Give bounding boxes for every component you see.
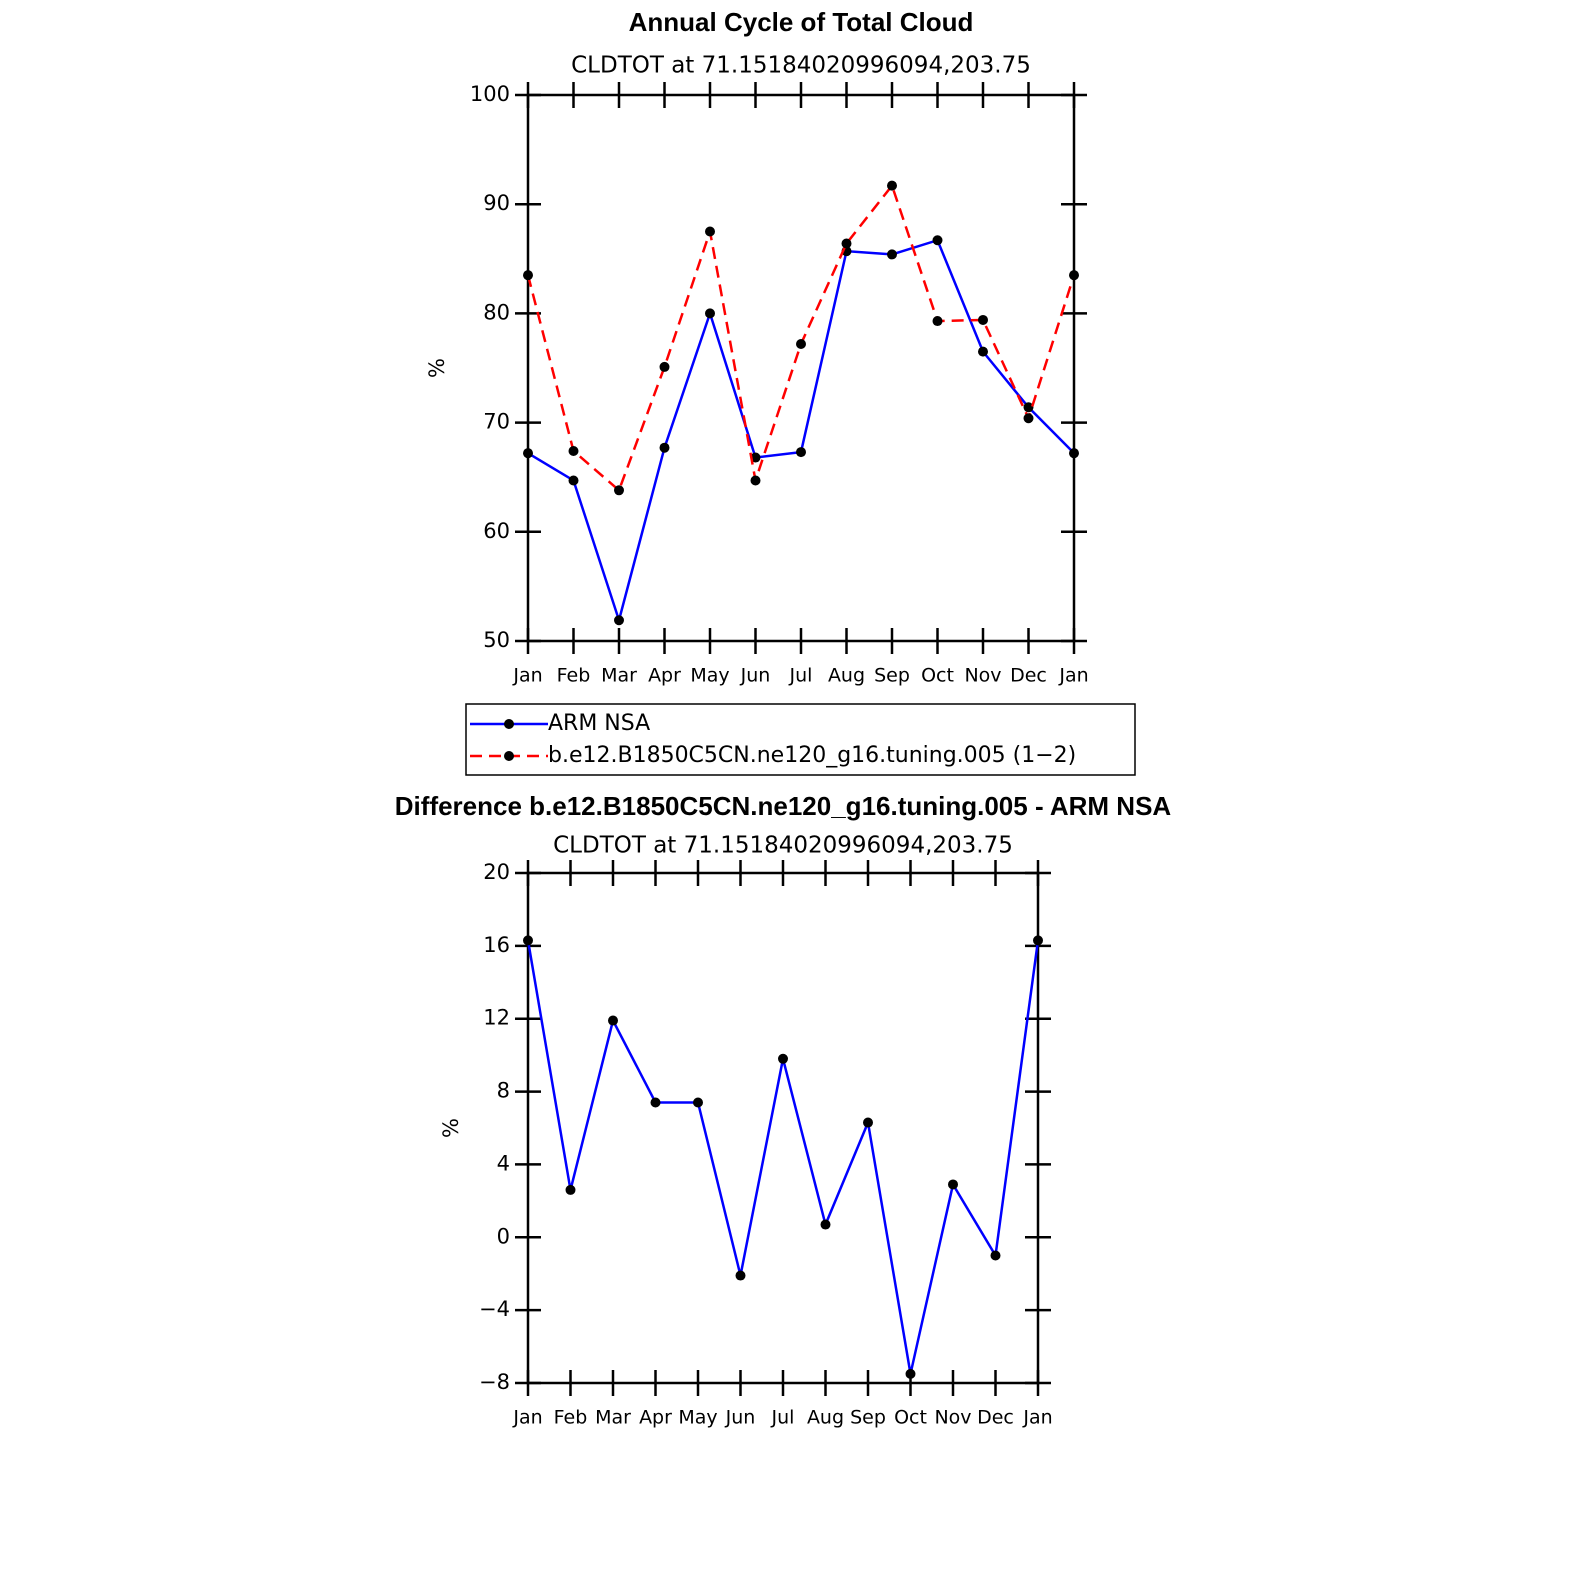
data-point [735,1270,746,1281]
data-point [1023,402,1034,413]
data-point [887,249,897,260]
x-tick-label: Feb [557,665,591,687]
legend-box [465,703,1136,776]
chart-subtitle: CLDTOT at 71.15184020996094,203.75 [571,53,1031,79]
x-tick-label: Feb [554,1407,588,1429]
data-point [778,1053,788,1064]
x-tick-label: Jun [740,665,771,687]
x-tick-label: Mar [595,1407,631,1429]
chart-subtitle: CLDTOT at 71.15184020996094,203.75 [553,833,1013,859]
y-axis-label: % [425,358,449,378]
data-point [659,442,670,453]
x-tick-label: Jul [789,665,813,687]
data-point [1033,935,1043,946]
data-point [990,1250,1001,1261]
data-line [527,238,1075,625]
data-point [705,226,715,237]
data-point [863,1117,873,1128]
x-tick-label: Nov [934,1407,971,1429]
legend-label: ARM NSA [548,711,650,736]
x-tick-label: Mar [601,665,637,687]
legend-marker [504,751,514,761]
x-tick-label: Apr [648,665,681,687]
x-tick-label: Apr [639,1407,672,1429]
data-point [705,308,715,319]
data-point [659,361,670,372]
x-tick-label: May [678,1407,717,1429]
x-tick-label: Sep [850,1407,886,1429]
y-tick-label: 4 [497,1151,510,1175]
y-tick-label: −8 [479,1370,510,1394]
y-axis-label: % [439,1118,463,1138]
y-tick-label: 50 [483,628,510,652]
data-point [978,314,988,325]
x-tick-label: Dec [977,1407,1014,1429]
plot-frame [526,93,1076,643]
data-point [693,1097,703,1108]
y-tick-label: 8 [497,1079,510,1103]
data-point [523,448,533,459]
data-point [608,1015,618,1026]
data-line [526,940,1040,1375]
data-point [614,485,624,496]
data-point [523,935,533,946]
legend-marker [504,719,514,729]
data-point [932,235,943,246]
data-point [887,180,897,191]
x-tick-label: Jan [512,665,542,687]
data-point [932,316,943,327]
x-tick-label: Oct [894,1407,927,1429]
y-tick-label: 80 [483,300,510,324]
data-point [650,1097,661,1108]
x-tick-label: Sep [874,665,910,687]
data-point [841,238,852,249]
x-tick-label: Jan [512,1407,542,1429]
data-point [820,1219,831,1230]
x-tick-label: Aug [828,665,865,687]
data-point [948,1179,958,1190]
y-tick-label: 0 [497,1224,510,1248]
chart-title: Annual Cycle of Total Cloud [629,7,974,37]
y-tick-label: 20 [483,860,510,884]
data-point [1023,413,1034,424]
data-point [523,270,533,281]
y-tick-label: −4 [479,1297,510,1321]
x-tick-label: Jan [1058,665,1088,687]
x-tick-label: Jul [771,1407,795,1429]
y-tick-label: 70 [483,410,510,434]
legend-label: b.e12.B1850C5CN.ne120_g16.tuning.005 (1−… [548,743,1076,768]
data-line [526,183,1076,493]
plot-frame [526,871,1040,1385]
x-tick-label: Oct [921,665,954,687]
x-tick-label: Jan [1022,1407,1052,1429]
data-point [796,338,806,349]
chart-title: Difference b.e12.B1850C5CN.ne120_g16.tun… [395,791,1172,821]
data-point [750,475,761,486]
y-tick-label: 60 [483,519,510,543]
data-point [614,615,624,626]
x-tick-label: May [690,665,729,687]
data-point [565,1184,576,1195]
x-tick-label: Jun [725,1407,756,1429]
data-point [905,1368,916,1379]
data-point [978,346,988,357]
data-point [568,445,579,456]
data-point [568,475,579,486]
data-point [1069,448,1079,459]
y-tick-label: 16 [483,933,510,957]
x-tick-label: Nov [964,665,1001,687]
y-tick-label: 12 [483,1006,510,1030]
y-tick-label: 90 [483,191,510,215]
x-tick-label: Aug [807,1407,844,1429]
y-tick-label: 100 [470,82,510,106]
data-point [796,447,806,458]
x-tick-label: Dec [1010,665,1047,687]
data-point [1069,270,1079,281]
